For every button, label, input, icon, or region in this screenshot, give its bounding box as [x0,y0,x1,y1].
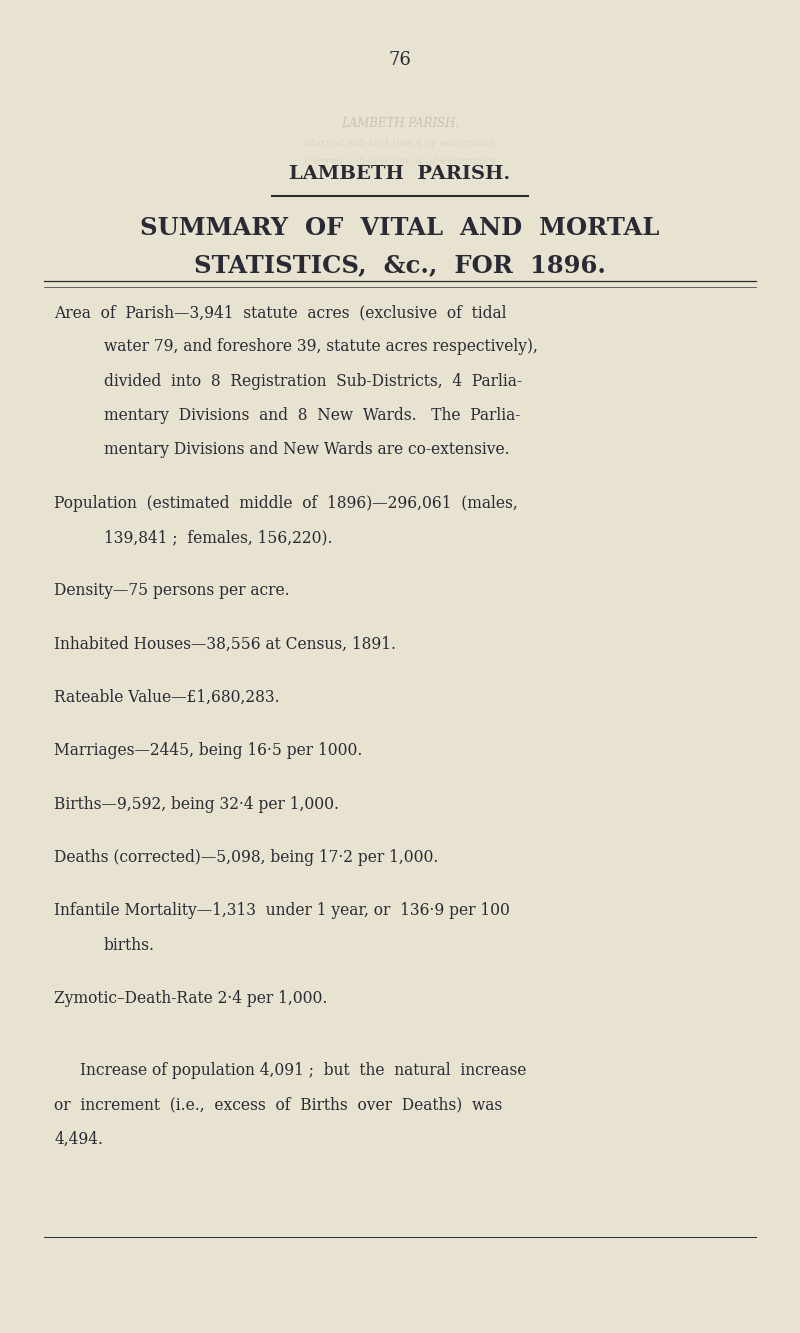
Text: Population  (estimated  middle  of  1896)—296,061  (males,: Population (estimated middle of 1896)—29… [54,495,518,512]
Text: Deaths (corrected)—5,098, being 17·2 per 1,000.: Deaths (corrected)—5,098, being 17·2 per… [54,849,438,866]
Text: 76: 76 [389,51,411,69]
Text: Zymotic–Death-Rate 2·4 per 1,000.: Zymotic–Death-Rate 2·4 per 1,000. [54,990,328,1006]
Text: Area  of  Parish—3,941  statute  acres  (exclusive  of  tidal: Area of Parish—3,941 statute acres (excl… [54,304,507,321]
Text: divided  into  8  Registration  Sub-Districts,  4  Parlia-: divided into 8 Registration Sub-District… [104,373,522,389]
Text: Marriages—2445, being 16·5 per 1000.: Marriages—2445, being 16·5 per 1000. [54,742,362,760]
Text: Inhabited Houses—38,556 at Census, 1891.: Inhabited Houses—38,556 at Census, 1891. [54,636,397,653]
Text: SUMMARY  OF  VITAL  AND  MORTAL: SUMMARY OF VITAL AND MORTAL [140,216,660,240]
Text: Increase of population 4,091 ;  but  the  natural  increase: Increase of population 4,091 ; but the n… [80,1062,526,1080]
Text: 139,841 ;  females, 156,220).: 139,841 ; females, 156,220). [104,529,333,547]
Text: STATISTICS,  &c.,  FOR  1896.: STATISTICS, &c., FOR 1896. [194,253,606,277]
Text: Rateable Value—£1,680,283.: Rateable Value—£1,680,283. [54,689,280,706]
Text: Density—75 persons per acre.: Density—75 persons per acre. [54,583,290,600]
Text: LAMBETH PARISH.: LAMBETH PARISH. [341,117,459,131]
Text: Births—9,592, being 32·4 per 1,000.: Births—9,592, being 32·4 per 1,000. [54,796,339,813]
Text: mentary  Divisions  and  8  New  Wards.   The  Parlia-: mentary Divisions and 8 New Wards. The P… [104,407,520,424]
Text: or  increment  (i.e.,  excess  of  Births  over  Deaths)  was: or increment (i.e., excess of Births ove… [54,1097,502,1113]
Text: Infantile Mortality—1,313  under 1 year, or  136·9 per 100: Infantile Mortality—1,313 under 1 year, … [54,902,510,920]
Text: LAMBETH  PARISH.: LAMBETH PARISH. [290,165,510,184]
Text: blurred sub-text line B of watermark: blurred sub-text line B of watermark [304,157,496,167]
Text: blurred sub-text line A of watermark: blurred sub-text line A of watermark [304,139,496,148]
Text: water 79, and foreshore 39, statute acres respectively),: water 79, and foreshore 39, statute acre… [104,339,538,356]
Text: mentary Divisions and New Wards are co-extensive.: mentary Divisions and New Wards are co-e… [104,441,510,459]
Text: 4,494.: 4,494. [54,1130,103,1148]
Text: births.: births. [104,937,155,953]
